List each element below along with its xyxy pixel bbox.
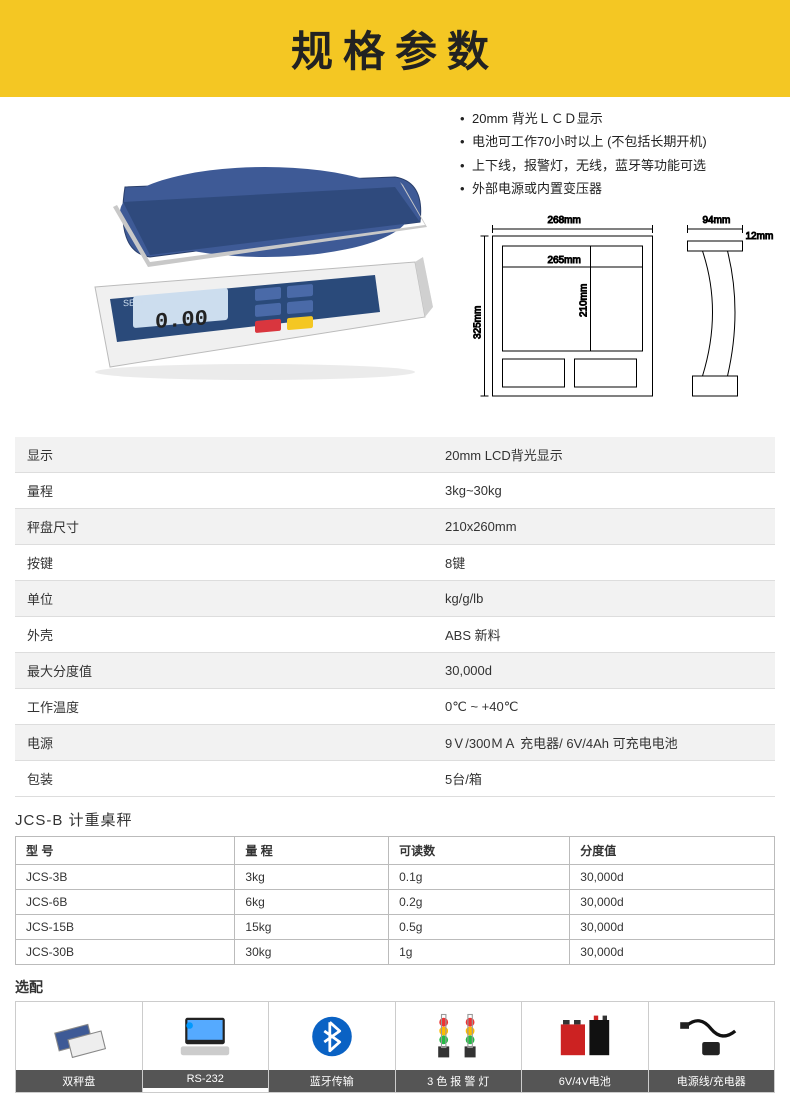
- option-label: RS-232: [143, 1070, 269, 1088]
- svg-text:325mm: 325mm: [473, 305, 484, 338]
- model-cell: JCS-30B: [16, 940, 235, 965]
- bullet-item: 外部电源或内置变压器: [460, 177, 775, 200]
- option-label: 蓝牙传输: [269, 1070, 395, 1092]
- option-icon: [16, 1002, 142, 1070]
- svg-text:SETP: SETP: [123, 297, 146, 309]
- model-header: 可读数: [389, 837, 570, 865]
- option-cell: 双秤盘: [16, 1002, 143, 1092]
- option-cell: RS-232: [143, 1002, 270, 1092]
- option-icon: [649, 1002, 775, 1070]
- spec-row: 最大分度值30,000d: [15, 653, 775, 689]
- option-label: 电源线/充电器: [649, 1070, 775, 1092]
- option-label: 6V/4V电池: [522, 1070, 648, 1092]
- spec-label: 显示: [15, 437, 433, 473]
- spec-value: 210x260mm: [433, 509, 775, 545]
- spec-value: 20mm LCD背光显示: [433, 437, 775, 473]
- dimension-diagram: 268mm 265mm 210mm 325mm 94mm: [460, 211, 775, 411]
- model-section-title: JCS-B 计重桌秤: [15, 809, 775, 830]
- page-header: 规格参数: [0, 0, 790, 97]
- model-cell: 6kg: [235, 890, 389, 915]
- model-cell: 30kg: [235, 940, 389, 965]
- feature-bullets: 20mm 背光ＬＣＤ显示 电池可工作70小时以上 (不包括长期开机) 上下线，报…: [460, 107, 775, 211]
- spec-label: 单位: [15, 581, 433, 617]
- model-cell: 0.1g: [389, 865, 570, 890]
- spec-value: ABS 新料: [433, 617, 775, 653]
- spec-row: 显示20mm LCD背光显示: [15, 437, 775, 473]
- bullet-item: 20mm 背光ＬＣＤ显示: [460, 107, 775, 130]
- option-cell: 蓝牙传输: [269, 1002, 396, 1092]
- spec-value: 5台/箱: [433, 761, 775, 797]
- spec-row: 量程3kg~30kg: [15, 473, 775, 509]
- spec-label: 包装: [15, 761, 433, 797]
- model-cell: 0.2g: [389, 890, 570, 915]
- model-header: 量 程: [235, 837, 389, 865]
- spec-label: 最大分度值: [15, 653, 433, 689]
- model-table: 型 号量 程可读数分度值 JCS-3B3kg0.1g30,000dJCS-6B6…: [15, 836, 775, 965]
- options-row: 双秤盘RS-232蓝牙传输3 色 报 警 灯6V/4V电池电源线/充电器: [15, 1001, 775, 1093]
- svg-text:94mm: 94mm: [703, 215, 731, 226]
- spec-table: 显示20mm LCD背光显示量程3kg~30kg秤盘尺寸210x260mm按键8…: [15, 437, 775, 797]
- bullet-item: 电池可工作70小时以上 (不包括长期开机): [460, 130, 775, 153]
- option-icon: [396, 1002, 522, 1070]
- model-cell: JCS-15B: [16, 915, 235, 940]
- model-row: JCS-30B30kg1g30,000d: [16, 940, 775, 965]
- spec-label: 秤盘尺寸: [15, 509, 433, 545]
- spec-row: 外壳ABS 新料: [15, 617, 775, 653]
- spec-label: 按键: [15, 545, 433, 581]
- spec-row: 工作温度0℃ ~ +40℃: [15, 689, 775, 725]
- model-cell: 3kg: [235, 865, 389, 890]
- model-cell: 30,000d: [570, 890, 775, 915]
- spec-row: 按键8键: [15, 545, 775, 581]
- spec-row: 包装5台/箱: [15, 761, 775, 797]
- model-cell: 15kg: [235, 915, 389, 940]
- page-title: 规格参数: [0, 18, 790, 79]
- spec-row: 电源9Ｖ/300ＭＡ 充电器/ 6V/4Ah 可充电电池: [15, 725, 775, 761]
- product-image: 0.00 SETP: [15, 107, 445, 427]
- svg-text:12mm: 12mm: [746, 231, 774, 242]
- spec-value: 0℃ ~ +40℃: [433, 689, 775, 725]
- svg-text:210mm: 210mm: [579, 283, 590, 316]
- right-column: 20mm 背光ＬＣＤ显示 电池可工作70小时以上 (不包括长期开机) 上下线，报…: [460, 107, 775, 427]
- spec-value: kg/g/lb: [433, 581, 775, 617]
- spec-value: 30,000d: [433, 653, 775, 689]
- svg-text:265mm: 265mm: [548, 255, 581, 266]
- model-cell: JCS-6B: [16, 890, 235, 915]
- bullet-item: 上下线，报警灯，无线，蓝牙等功能可选: [460, 154, 775, 177]
- option-cell: 6V/4V电池: [522, 1002, 649, 1092]
- model-cell: JCS-3B: [16, 865, 235, 890]
- model-cell: 30,000d: [570, 915, 775, 940]
- svg-text:0.00: 0.00: [155, 306, 208, 335]
- option-cell: 3 色 报 警 灯: [396, 1002, 523, 1092]
- svg-text:268mm: 268mm: [548, 215, 581, 226]
- option-icon: [522, 1002, 648, 1070]
- model-cell: 0.5g: [389, 915, 570, 940]
- spec-value: 3kg~30kg: [433, 473, 775, 509]
- spec-label: 量程: [15, 473, 433, 509]
- top-section: 0.00 SETP 20mm 背光ＬＣＤ显示 电池可工作70小时以上 (不包括长…: [0, 97, 790, 432]
- option-label: 3 色 报 警 灯: [396, 1070, 522, 1092]
- options-title: 选配: [15, 977, 775, 997]
- option-icon: [269, 1002, 395, 1070]
- model-row: JCS-6B6kg0.2g30,000d: [16, 890, 775, 915]
- model-cell: 1g: [389, 940, 570, 965]
- spec-value: 8键: [433, 545, 775, 581]
- model-row: JCS-15B15kg0.5g30,000d: [16, 915, 775, 940]
- spec-row: 秤盘尺寸210x260mm: [15, 509, 775, 545]
- model-header: 分度值: [570, 837, 775, 865]
- option-label: 双秤盘: [16, 1070, 142, 1092]
- spec-row: 单位kg/g/lb: [15, 581, 775, 617]
- spec-label: 外壳: [15, 617, 433, 653]
- spec-value: 9Ｖ/300ＭＡ 充电器/ 6V/4Ah 可充电电池: [433, 725, 775, 761]
- model-cell: 30,000d: [570, 865, 775, 890]
- model-cell: 30,000d: [570, 940, 775, 965]
- model-header: 型 号: [16, 837, 235, 865]
- option-cell: 电源线/充电器: [649, 1002, 775, 1092]
- spec-label: 电源: [15, 725, 433, 761]
- model-row: JCS-3B3kg0.1g30,000d: [16, 865, 775, 890]
- option-icon: [143, 1002, 269, 1070]
- spec-label: 工作温度: [15, 689, 433, 725]
